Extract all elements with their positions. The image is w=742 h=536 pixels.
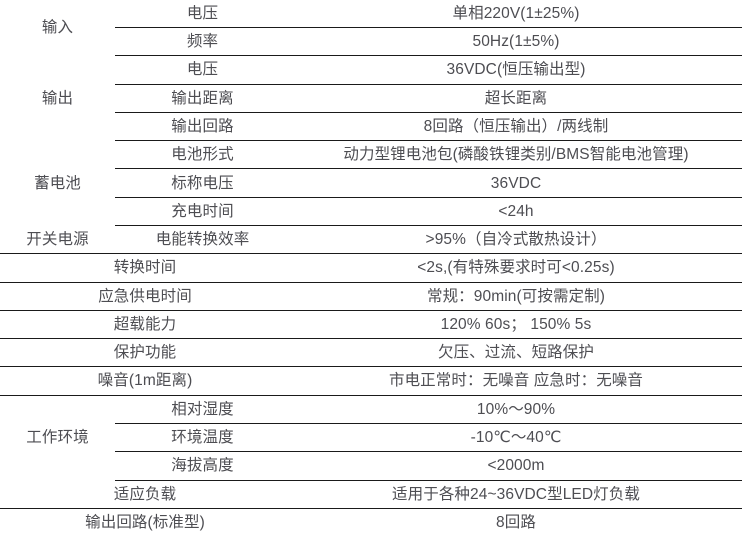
row-param-label: 相对湿度 — [115, 395, 290, 424]
row-param-label: 电池形式 — [115, 140, 290, 170]
row-param-label: 电压 — [115, 55, 290, 85]
row-param-value: 动力型锂电池包(磷酸铁锂类别/BMS智能电池管理) — [290, 140, 742, 170]
row-param-value: -10℃～40℃ — [290, 423, 742, 453]
row-param-label: 噪音(1m距离) — [0, 366, 290, 396]
row-param-value: 8回路（恒压输出）/两线制 — [290, 112, 742, 142]
row-param-value: 适用于各种24~36VDC型LED灯负载 — [290, 480, 742, 509]
row-param-label: 保护功能 — [0, 338, 290, 368]
row-param-label: 输出距离 — [115, 84, 290, 113]
row-param-label: 输出回路(标准型) — [85, 513, 205, 531]
row-param-value: 单相220V(1±25%) — [290, 0, 742, 28]
table-row: 工作环境 相对湿度 10%～90% — [0, 395, 742, 446]
row-group-label: 蓄电池 — [34, 174, 81, 192]
row-param-value: 常规：90min(可按需定制) — [290, 282, 742, 311]
row-param-label: 应急供电时间 — [0, 282, 290, 311]
row-param-label: 海拔高度 — [115, 451, 290, 481]
row-param-value: <2s,(有特殊要求时可<0.25s) — [290, 253, 742, 283]
table-row: 环境温度 -10℃～40℃ — [0, 423, 742, 453]
row-param-label: 输出回路 — [115, 112, 290, 142]
row-param-value: 36VDC(恒压输出型) — [290, 55, 742, 85]
row-param-value: 欠压、过流、短路保护 — [290, 338, 742, 368]
table-row: 频率 50Hz(1±5%) — [0, 27, 742, 57]
row-param-value: <2000m — [290, 451, 742, 481]
row-group-label: 输入 — [41, 19, 74, 37]
table-row: 输出 电压 36VDC(恒压输出型) — [0, 55, 742, 107]
row-param-value: 50Hz(1±5%) — [290, 27, 742, 57]
row-param-label: 标称电压 — [115, 168, 290, 198]
row-param-label: 超载能力 — [0, 310, 290, 340]
row-param-value: 36VDC — [290, 168, 742, 198]
row-param-value: 10%～90% — [290, 395, 742, 424]
table-row: 输入 电压 单相220V(1±25%) — [0, 0, 742, 36]
table-row: 输出回路 8回路（恒压输出）/两线制 — [0, 112, 742, 142]
row-param-label: 充电时间 — [115, 197, 290, 226]
table-row: 应急供电时间 常规：90min(可按需定制) — [0, 282, 742, 311]
row-param-value: >95%（自冷式散热设计） — [290, 225, 742, 255]
row-param-value: 超长距离 — [290, 84, 742, 113]
table-row: 蓄电池 电池形式 动力型锂电池包(磷酸铁锂类别/BMS智能电池管理) — [0, 140, 742, 192]
row-param-label: 电能转换效率 — [115, 225, 290, 255]
row-param-label: 电压 — [115, 0, 290, 28]
row-param-label: 环境温度 — [115, 423, 290, 453]
table-row: 适应负载 适用于各种24~36VDC型LED灯负载 — [0, 480, 742, 509]
row-group-label: 输出 — [41, 89, 74, 107]
table-row: 输出距离 超长距离 — [0, 84, 742, 113]
table-row: 充电时间 <24h — [0, 197, 742, 226]
row-param-value: 市电正常时：无噪音 应急时：无噪音 — [290, 366, 742, 396]
table-row: 噪音(1m距离) 市电正常时：无噪音 应急时：无噪音 — [0, 366, 742, 396]
row-group-label: 工作环境 — [26, 429, 89, 447]
row-param-value: 8回路 — [496, 513, 536, 531]
row-param-label: 适应负载 — [0, 480, 290, 509]
table-row: 输出回路(标准型) 8回路 — [0, 508, 742, 536]
table-row: 标称电压 36VDC — [0, 168, 742, 198]
row-group-label: 开关电源 — [0, 225, 115, 255]
table-row: 保护功能 欠压、过流、短路保护 — [0, 338, 742, 368]
table-row: 转换时间 <2s,(有特殊要求时可<0.25s) — [0, 253, 742, 283]
table-row: 开关电源 电能转换效率 >95%（自冷式散热设计） — [0, 225, 742, 255]
row-param-value: 120% 60s； 150% 5s — [290, 310, 742, 340]
row-param-label: 频率 — [115, 27, 290, 57]
row-param-label: 转换时间 — [0, 253, 290, 283]
table-row: 海拔高度 <2000m — [0, 451, 742, 481]
row-param-value: <24h — [290, 197, 742, 226]
table-row: 超载能力 120% 60s； 150% 5s — [0, 310, 742, 340]
